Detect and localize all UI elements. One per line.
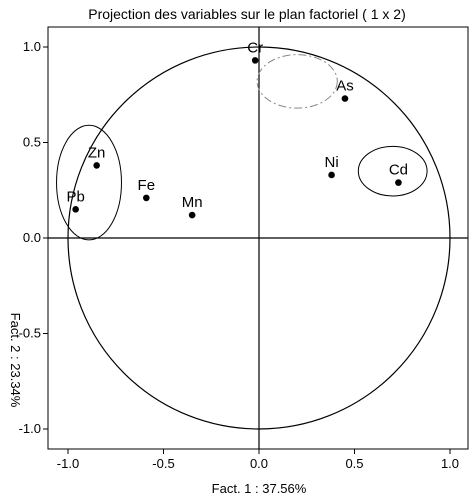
y-axis-label: Fact. 2 : 23.34% xyxy=(8,313,23,408)
data-point-fe xyxy=(143,194,150,202)
shapes-layer xyxy=(48,27,468,449)
point-label-as: As xyxy=(336,78,354,95)
points-layer: Cr As Zn Ni Cd Fe Pb Mn xyxy=(66,39,408,219)
data-point-cr xyxy=(251,57,259,64)
y-tick-label: -1.0 xyxy=(19,421,41,436)
y-tick-label: 1.0 xyxy=(23,39,41,54)
point-label-mn: Mn xyxy=(182,194,203,211)
data-point-pb xyxy=(72,206,79,213)
x-axis-label: Fact. 1 : 37.56% xyxy=(212,481,307,496)
group-ellipse-zn-pb xyxy=(56,124,122,241)
x-tick-label: -1.0 xyxy=(57,456,79,471)
x-tick-label: 0.5 xyxy=(345,456,363,471)
point-label-fe: Fe xyxy=(138,177,156,194)
data-point-ni xyxy=(328,171,335,179)
point-label-ni: Ni xyxy=(324,154,338,171)
x-tick-label: -0.5 xyxy=(152,456,174,471)
data-point-mn xyxy=(188,211,196,219)
y-tick-label: 0.0 xyxy=(23,230,41,245)
y-tick-label: -0.5 xyxy=(19,326,41,341)
chart-title: Projection des variables sur le plan fac… xyxy=(88,6,405,22)
ticks-layer: -1.0 -0.5 0.0 0.5 1.0 1.0 0.5 0.0 -0.5 -1.0 xyxy=(19,39,459,471)
point-label-cr: Cr xyxy=(247,39,263,56)
x-tick-label: 0.0 xyxy=(250,456,268,471)
y-tick-label: 0.5 xyxy=(23,135,41,150)
group-ellipse-cd xyxy=(357,145,428,197)
point-label-zn: Zn xyxy=(88,144,106,161)
data-point-cd xyxy=(395,179,402,186)
data-point-zn xyxy=(93,162,100,169)
point-label-cd: Cd xyxy=(389,162,408,179)
x-tick-label: 1.0 xyxy=(441,456,459,471)
group-ellipse-cr-as xyxy=(256,54,338,109)
data-point-as xyxy=(341,95,349,102)
point-label-pb: Pb xyxy=(66,188,84,205)
